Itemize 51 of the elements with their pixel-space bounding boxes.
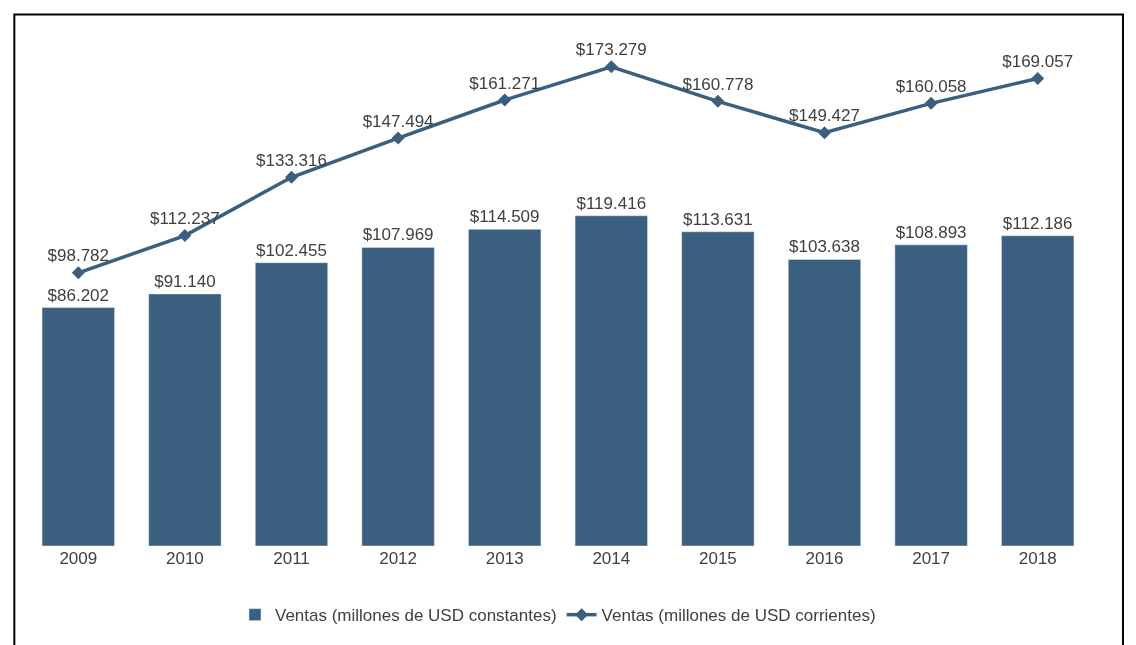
data-label: $102.455 bbox=[256, 240, 327, 260]
point bbox=[71, 266, 85, 280]
point bbox=[924, 96, 938, 110]
x-tick-label: 2017 bbox=[912, 549, 951, 568]
x-tick-label: 2011 bbox=[273, 549, 310, 568]
x-tick-label: 2010 bbox=[165, 549, 204, 568]
data-label: $98.782 bbox=[47, 246, 110, 266]
data-label: $86.202 bbox=[47, 285, 110, 305]
data-label: $103.638 bbox=[789, 237, 860, 257]
bar bbox=[574, 215, 648, 546]
bar bbox=[41, 307, 115, 546]
point bbox=[498, 93, 512, 107]
x-tick-label: 2009 bbox=[59, 549, 98, 568]
point bbox=[178, 229, 192, 243]
data-label: $114.509 bbox=[469, 207, 540, 227]
bar bbox=[468, 229, 542, 546]
point bbox=[285, 170, 298, 184]
bar bbox=[361, 247, 435, 546]
x-tick-label: 2018 bbox=[1018, 549, 1057, 568]
data-label: $147.494 bbox=[362, 111, 434, 131]
x-tick-label: 2016 bbox=[805, 549, 844, 568]
point bbox=[391, 131, 405, 145]
data-label: $160.058 bbox=[895, 76, 967, 96]
point bbox=[711, 94, 725, 108]
x-tick-label: 2013 bbox=[485, 549, 524, 568]
bar bbox=[788, 259, 861, 546]
bar bbox=[894, 244, 968, 546]
point bbox=[1031, 71, 1045, 85]
data-label: $91.140 bbox=[154, 271, 216, 291]
bar bbox=[148, 293, 222, 546]
data-label: $108.893 bbox=[895, 222, 967, 242]
data-label: $133.316 bbox=[256, 150, 327, 170]
x-tick-label: 2012 bbox=[379, 549, 418, 568]
data-label: $169.057 bbox=[1002, 51, 1074, 71]
data-label: $160.778 bbox=[682, 74, 754, 94]
data-label: $149.427 bbox=[789, 106, 860, 126]
data-label: $107.969 bbox=[362, 225, 434, 245]
bar bbox=[1001, 235, 1075, 546]
legend-label: Ventas (millones de USD constantes) bbox=[275, 606, 557, 626]
data-label: $161.271 bbox=[469, 73, 541, 93]
data-label: $112.186 bbox=[1002, 213, 1073, 233]
data-label: $173.279 bbox=[575, 40, 647, 60]
data-label: $119.416 bbox=[576, 193, 647, 213]
point bbox=[818, 126, 831, 140]
bar bbox=[681, 231, 755, 546]
bar bbox=[255, 262, 328, 546]
legend-label: Ventas (millones de USD corrientes) bbox=[601, 606, 876, 626]
point bbox=[604, 60, 618, 74]
data-label: $113.631 bbox=[683, 209, 753, 229]
x-tick-label: 2015 bbox=[698, 549, 737, 568]
x-tick-label: 2014 bbox=[592, 549, 631, 568]
